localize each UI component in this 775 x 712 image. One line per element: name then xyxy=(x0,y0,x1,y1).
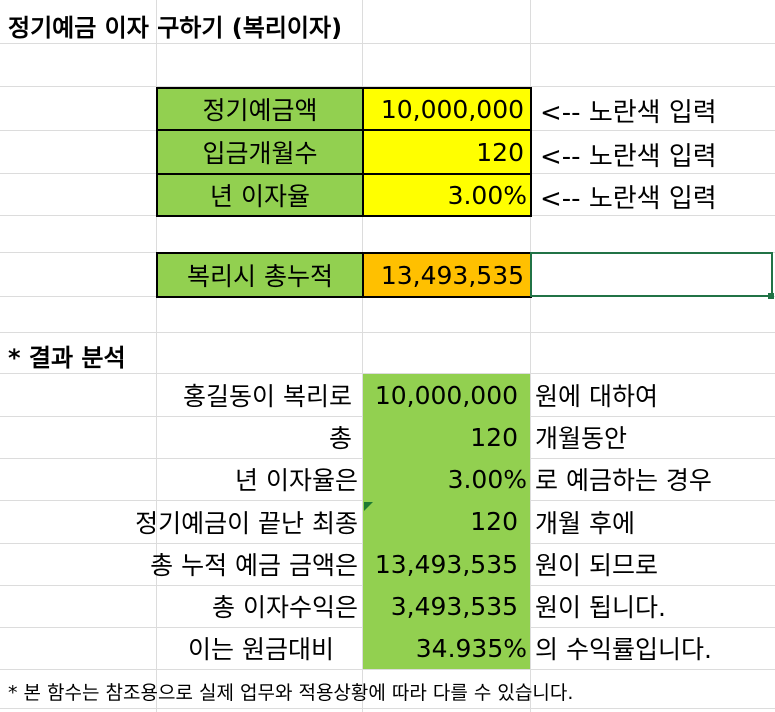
principal-hint: <-- 노란색 입력 xyxy=(540,98,717,128)
analysis-row-value[interactable]: 3.00% xyxy=(447,464,527,494)
fill-handle[interactable] xyxy=(768,293,774,299)
result-label: 복리시 총누적 xyxy=(156,252,364,298)
analysis-row-left: 년 이자율은 xyxy=(235,466,358,495)
analysis-row-right: 개월 후에 xyxy=(535,508,635,538)
analysis-row-right: 원이 되므로 xyxy=(535,551,658,580)
analysis-row-right: 개월동안 xyxy=(535,424,628,453)
analysis-row-left: 총 이자수익은 xyxy=(212,593,358,622)
analysis-row-left: 이는 원금대비 xyxy=(188,635,334,664)
gridline xyxy=(362,0,363,712)
gridline xyxy=(0,86,775,87)
analysis-row-value[interactable]: 120 xyxy=(470,507,518,536)
months-label: 입금개월수 xyxy=(156,129,364,175)
gridline xyxy=(0,708,775,709)
analysis-heading: * 결과 분석 xyxy=(8,344,126,372)
principal-input[interactable]: 10,000,000 xyxy=(362,87,532,131)
selected-cell[interactable] xyxy=(530,252,773,297)
result-value[interactable]: 13,493,535 xyxy=(362,252,532,298)
analysis-row-value[interactable]: 120 xyxy=(470,422,518,452)
rate-hint: <-- 노란색 입력 xyxy=(540,184,717,214)
gridline xyxy=(530,0,531,712)
analysis-row-left: 총 xyxy=(328,424,352,453)
analysis-row-right: 원이 됩니다. xyxy=(535,593,666,622)
principal-label: 정기예금액 xyxy=(156,87,364,131)
analysis-row-left: 총 누적 예금 금액은 xyxy=(150,551,358,580)
rate-input[interactable]: 3.00% xyxy=(362,173,532,217)
gridline xyxy=(0,43,775,44)
gridline xyxy=(156,0,157,712)
gridline xyxy=(0,332,775,333)
analysis-value-column xyxy=(363,374,530,669)
months-input[interactable]: 120 xyxy=(362,129,532,175)
analysis-row-value[interactable]: 10,000,000 xyxy=(374,380,518,410)
comment-indicator-icon xyxy=(364,502,373,511)
analysis-row-left: 정기예금이 끝난 최종 xyxy=(135,508,358,538)
months-hint: <-- 노란색 입력 xyxy=(540,142,717,172)
analysis-row-left: 홍길동이 복리로 xyxy=(183,382,352,411)
analysis-row-right: 원에 대하여 xyxy=(535,382,658,411)
gridline xyxy=(0,669,775,670)
analysis-row-right: 로 예금하는 경우 xyxy=(535,466,712,495)
analysis-row-value[interactable]: 13,493,535 xyxy=(374,549,518,579)
rate-label: 년 이자율 xyxy=(156,173,364,217)
analysis-row-value[interactable]: 3,493,535 xyxy=(390,591,518,621)
gridline xyxy=(0,373,775,374)
footnote: * 본 함수는 참조용으로 실제 업무와 적용상황에 따라 다를 수 있습니다. xyxy=(8,682,574,704)
page-title: 정기예금 이자 구하기 (복리이자) xyxy=(8,14,343,42)
analysis-row-right: 의 수익률입니다. xyxy=(535,635,712,664)
analysis-row-value[interactable]: 34.935% xyxy=(415,633,527,663)
